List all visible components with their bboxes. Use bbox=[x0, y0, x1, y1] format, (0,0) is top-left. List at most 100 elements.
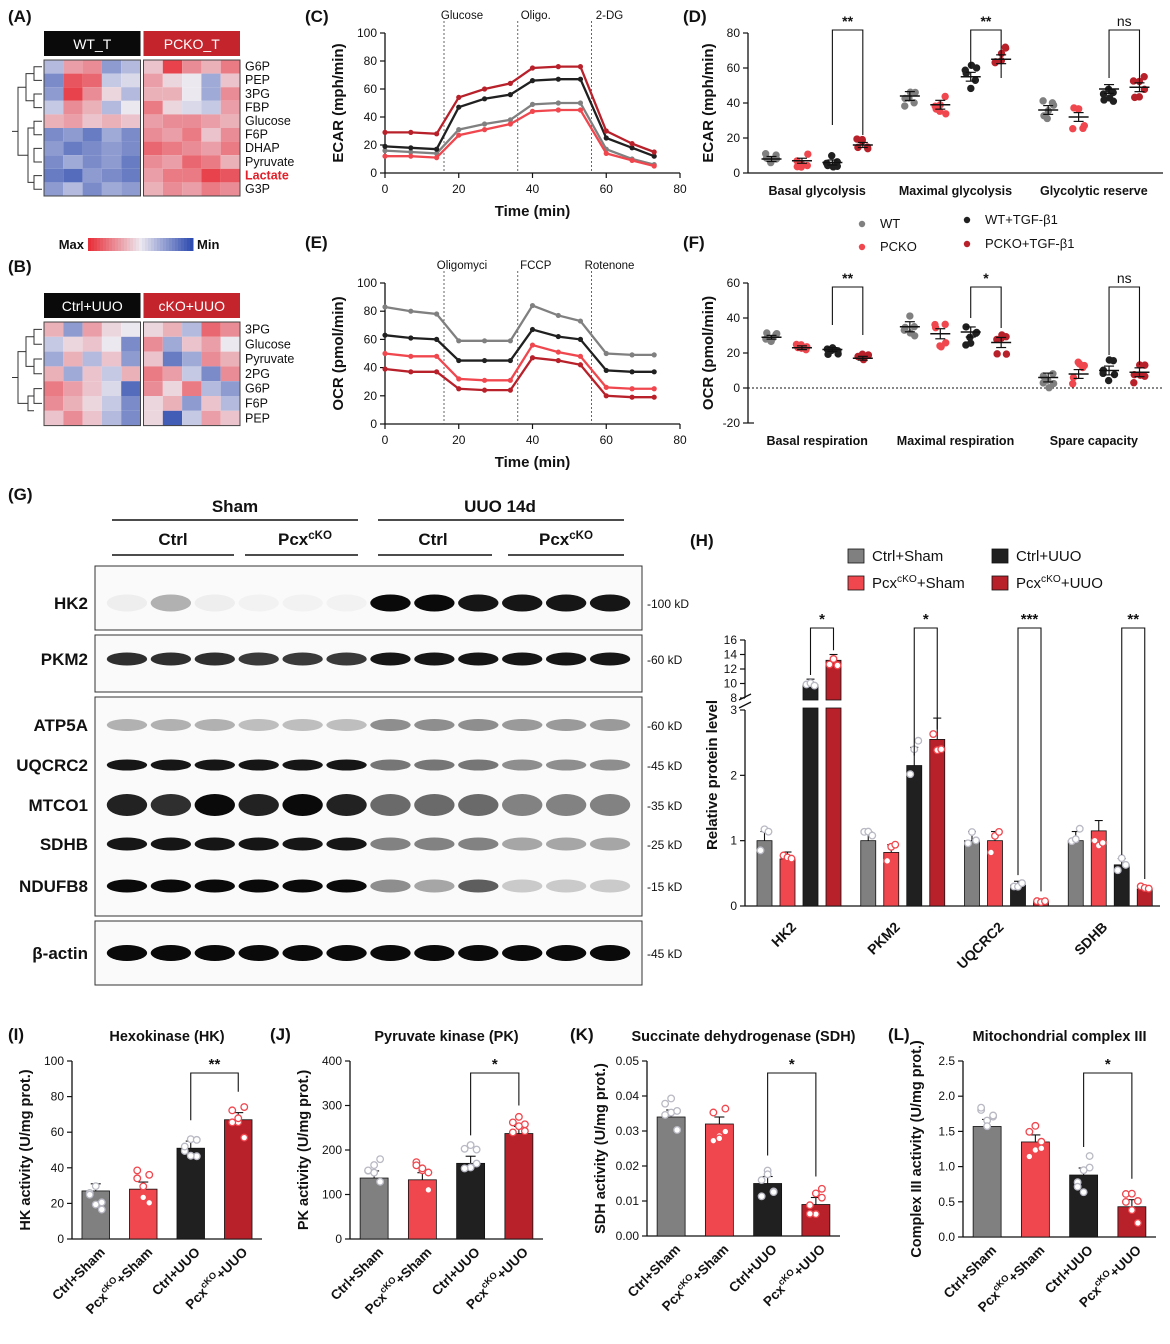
data-point bbox=[408, 353, 414, 359]
heatmap-cell bbox=[101, 128, 122, 142]
x-tick-label: 0 bbox=[382, 182, 389, 196]
protein-band bbox=[545, 945, 587, 961]
bar bbox=[359, 1177, 389, 1240]
protein-band bbox=[545, 837, 587, 851]
data-point bbox=[825, 660, 834, 669]
heatmap-row-label: 3PG bbox=[245, 87, 270, 101]
scale-segment bbox=[142, 238, 146, 251]
molecular-weight-label: -60 kD bbox=[647, 719, 683, 733]
protein-band bbox=[106, 652, 148, 666]
scale-segment bbox=[187, 238, 191, 251]
data-point bbox=[1045, 384, 1053, 392]
data-point bbox=[529, 355, 536, 361]
significance-marker: ** bbox=[1127, 611, 1139, 628]
heatmap-cell bbox=[44, 182, 64, 196]
heatmap-cell bbox=[220, 114, 240, 128]
data-point bbox=[456, 94, 462, 100]
data-point bbox=[412, 1161, 421, 1170]
scale-segment bbox=[103, 238, 107, 251]
heatmap-cell bbox=[121, 336, 141, 352]
heatmap-cell bbox=[182, 351, 202, 367]
data-point bbox=[507, 92, 513, 98]
protein-band bbox=[589, 837, 631, 851]
heatmap-cell bbox=[182, 73, 202, 88]
y-axis-title: Relative protein level bbox=[704, 700, 721, 850]
bar bbox=[825, 707, 842, 907]
data-point bbox=[529, 108, 536, 114]
protein-band bbox=[545, 594, 587, 612]
data-point bbox=[1025, 1127, 1034, 1136]
heatmap-cell bbox=[63, 322, 83, 337]
legend-label: PcxcKO+UUO bbox=[1016, 574, 1103, 592]
data-point bbox=[667, 1094, 676, 1103]
protein-band bbox=[238, 837, 279, 851]
data-point bbox=[507, 80, 513, 86]
protein-band bbox=[370, 652, 411, 666]
group-label: PCKO_T bbox=[164, 36, 220, 52]
chart-title: Hexokinase (HK) bbox=[109, 1029, 224, 1045]
molecular-weight-label: -15 kD bbox=[647, 880, 683, 894]
y-tick-label: 20 bbox=[364, 138, 378, 152]
legend-swatch bbox=[847, 575, 865, 591]
heatmap-cell bbox=[182, 155, 202, 169]
heatmap-cell bbox=[101, 366, 122, 382]
y-tick-label: 0.04 bbox=[616, 1089, 640, 1103]
label-superscript: cKO bbox=[1041, 574, 1061, 585]
data-point bbox=[811, 1189, 820, 1198]
y-tick-label: 0.03 bbox=[616, 1124, 640, 1138]
protein-band bbox=[194, 719, 235, 731]
protein-band bbox=[106, 719, 148, 731]
heatmap-cell bbox=[143, 366, 163, 382]
data-point bbox=[456, 127, 462, 133]
label-tail: +UUO bbox=[791, 1242, 828, 1279]
protein-band bbox=[545, 794, 587, 816]
protein-band bbox=[326, 945, 367, 961]
data-point bbox=[993, 350, 1001, 358]
label-superscript: cKO bbox=[897, 574, 917, 585]
data-point bbox=[376, 1155, 385, 1164]
data-point bbox=[603, 128, 609, 134]
data-point bbox=[577, 100, 584, 106]
y-tick-label: 1.5 bbox=[938, 1124, 955, 1138]
data-point bbox=[1037, 1137, 1046, 1146]
data-point bbox=[456, 386, 462, 392]
heatmap-cell bbox=[101, 114, 122, 128]
data-point bbox=[507, 338, 513, 344]
protein-band bbox=[502, 652, 543, 666]
y-tick-label: 80 bbox=[727, 26, 741, 40]
protein-band bbox=[194, 794, 235, 816]
heatmap-cell bbox=[220, 168, 240, 183]
protein-band bbox=[414, 879, 455, 893]
heatmap-cell bbox=[82, 396, 102, 411]
protein-band bbox=[282, 945, 323, 961]
data-point bbox=[192, 1135, 201, 1144]
data-point bbox=[651, 369, 657, 375]
heatmap-cell bbox=[162, 351, 183, 367]
heatmap-row-label: Pyruvate bbox=[245, 155, 294, 169]
heatmap-cell bbox=[121, 155, 141, 169]
y-axis-title: Complex III activity (U/mg prot.) bbox=[909, 1040, 925, 1258]
data-point bbox=[85, 1190, 94, 1199]
data-point bbox=[967, 84, 975, 93]
category-label: Basal glycolysis bbox=[769, 184, 866, 198]
significance-marker: * bbox=[923, 611, 929, 628]
x-tick-label: 60 bbox=[600, 433, 614, 447]
series-line bbox=[384, 304, 655, 357]
heatmap-row-label: Glucose bbox=[245, 114, 291, 128]
heatmap-cell bbox=[63, 336, 83, 352]
bar bbox=[504, 1133, 534, 1240]
panel-label-d: (D) bbox=[683, 7, 707, 26]
data-point bbox=[966, 339, 975, 347]
scale-min-label: Min bbox=[197, 237, 219, 252]
heatmap-cell bbox=[162, 100, 183, 115]
heatmap-cell bbox=[162, 182, 183, 196]
heatmap-cell bbox=[82, 351, 102, 367]
data-point bbox=[529, 101, 536, 107]
bar bbox=[906, 765, 923, 907]
significance-marker: *** bbox=[1021, 611, 1039, 628]
data-point bbox=[434, 131, 440, 137]
protein-band bbox=[194, 837, 235, 851]
data-point bbox=[555, 357, 561, 364]
protein-band bbox=[589, 794, 631, 816]
data-point bbox=[577, 336, 584, 342]
